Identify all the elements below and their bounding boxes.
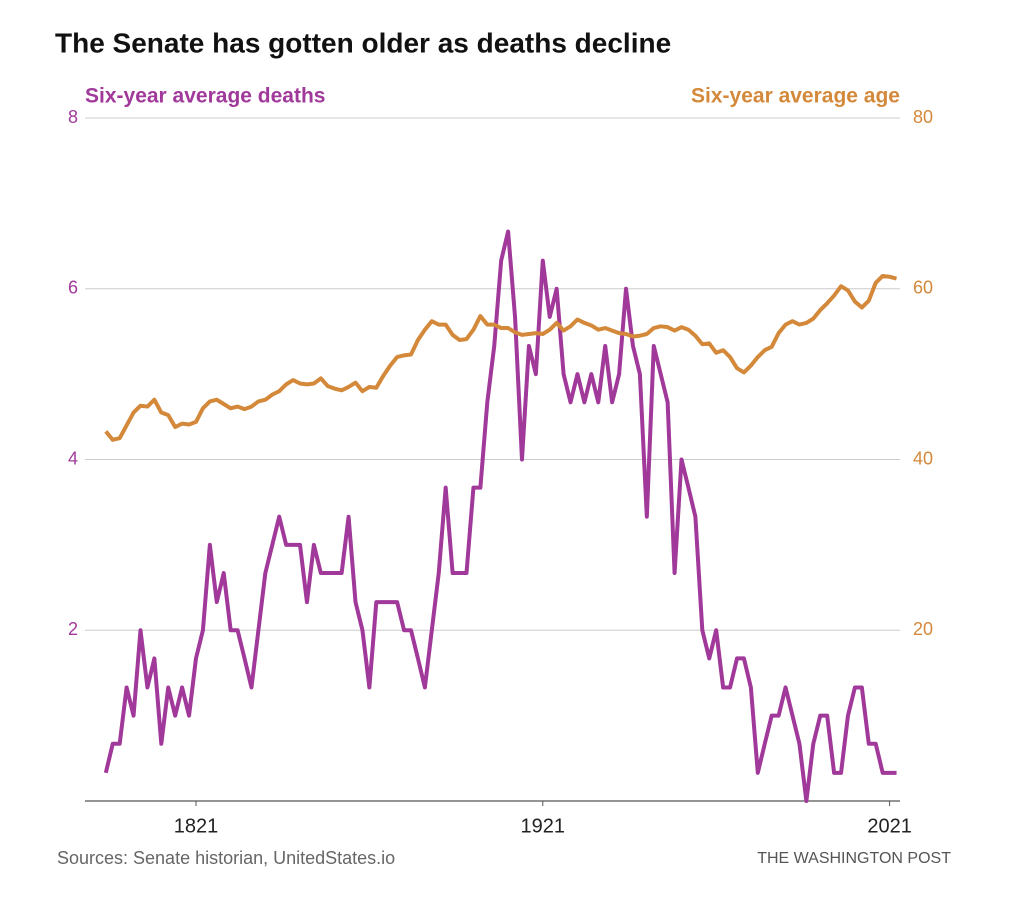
y2-tick-label: 60 — [913, 278, 933, 298]
y2-tick-label: 20 — [913, 619, 933, 639]
x-tick-label: 1821 — [174, 815, 219, 837]
credit: THE WASHINGTON POST — [757, 850, 951, 867]
y2-tick-label: 80 — [913, 107, 933, 127]
y-tick-label: 6 — [68, 278, 78, 298]
y2-tick-label: 40 — [913, 448, 933, 468]
y-tick-label: 2 — [68, 619, 78, 639]
y-tick-label: 4 — [68, 448, 78, 468]
left-axis-label: Six-year average deaths — [85, 85, 325, 108]
right-axis-label: Six-year average age — [691, 85, 900, 108]
x-tick-label: 2021 — [867, 815, 912, 837]
chart-title: The Senate has gotten older as deaths de… — [55, 27, 671, 58]
source: Sources: Senate historian, UnitedStates.… — [57, 848, 395, 868]
x-tick-label: 1921 — [521, 815, 566, 837]
y-tick-label: 8 — [68, 107, 78, 127]
series-line — [103, 229, 897, 803]
series-line — [104, 273, 898, 442]
